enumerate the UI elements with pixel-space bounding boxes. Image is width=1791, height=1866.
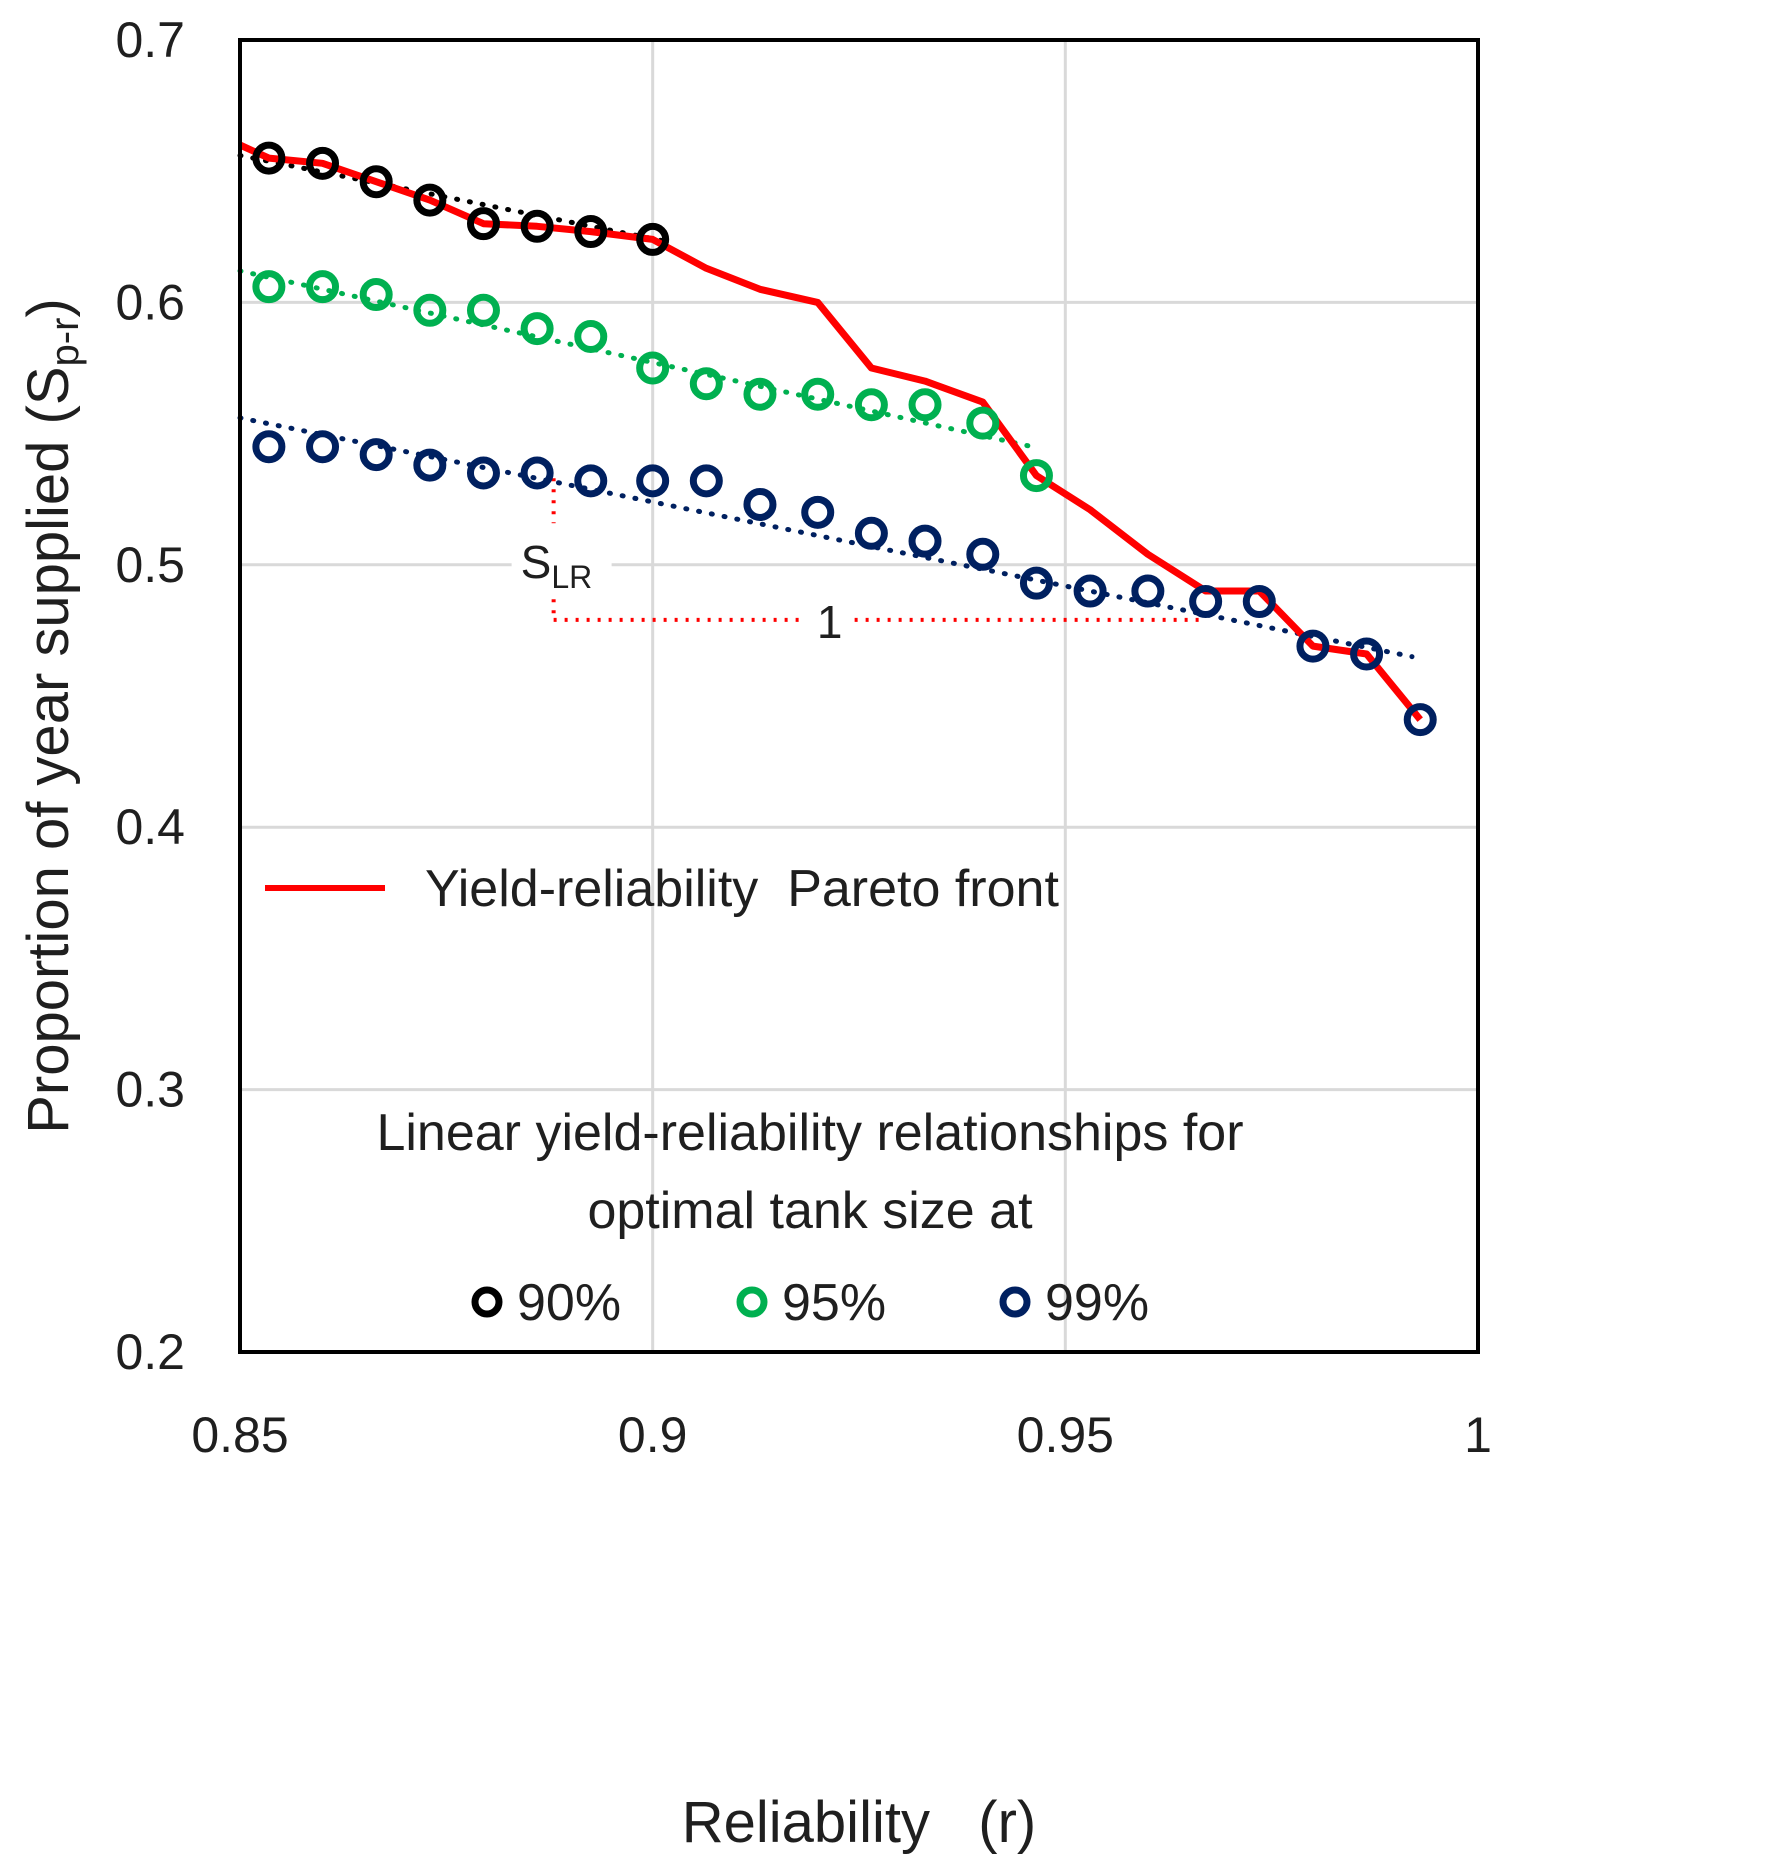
marker-99% [1131, 574, 1165, 608]
slope-label-sub: LR [551, 559, 592, 595]
marker-99% [1350, 637, 1384, 671]
marker-99% [520, 456, 554, 490]
marker-99% [1073, 574, 1107, 608]
data-markers [252, 141, 1437, 737]
marker-99% [252, 430, 286, 464]
y-axis-title-main: Proportion of year supplied (S [16, 366, 81, 1133]
marker-99% [801, 495, 835, 529]
marker-95% [252, 270, 286, 304]
marker-99% [413, 448, 447, 482]
slope-label-background [511, 523, 612, 594]
legend-marker-label: 95% [782, 1274, 886, 1332]
marker-95% [306, 270, 340, 304]
marker-90% [520, 209, 554, 243]
marker-99% [306, 430, 340, 464]
marker-95% [413, 293, 447, 327]
marker-95% [801, 377, 835, 411]
marker-95% [689, 367, 723, 401]
pareto-front-line [238, 141, 1423, 722]
y-tick-label: 0.4 [115, 799, 185, 855]
marker-99% [1296, 629, 1330, 663]
marker-95% [359, 278, 393, 312]
y-tick-label: 0.2 [115, 1324, 185, 1380]
marker-95% [520, 312, 554, 346]
marker-95% [1019, 459, 1053, 493]
run-label: 1 [817, 596, 843, 648]
marker-90% [413, 183, 447, 217]
marker-95% [574, 320, 608, 354]
marker-99% [636, 464, 670, 498]
marker-99% [1189, 585, 1223, 619]
marker-90% [252, 141, 286, 175]
legend-marker-99% [999, 1286, 1031, 1318]
legend-marker-label: 99% [1045, 1274, 1149, 1332]
legend-title-line-2: optimal tank size at [587, 1182, 1033, 1240]
marker-95% [854, 388, 888, 422]
marker-99% [1019, 566, 1053, 600]
pareto-front [238, 141, 1423, 722]
legend-marker-label: 90% [517, 1274, 621, 1332]
marker-99% [854, 516, 888, 550]
gridlines [240, 40, 1478, 1352]
legend-marker-90% [471, 1286, 503, 1318]
marker-90% [574, 215, 608, 249]
y-tick-label: 0.5 [115, 537, 185, 593]
marker-99% [466, 456, 500, 490]
y-axis-title: Proportion of year supplied (Sp-r) [16, 298, 87, 1134]
marker-90% [359, 165, 393, 199]
trendline-90% [237, 152, 672, 245]
marker-99% [574, 464, 608, 498]
legend: Yield-reliability Pareto front Linear yi… [265, 860, 1244, 1332]
marker-99% [966, 537, 1000, 571]
trendline-95% [237, 268, 1035, 450]
marker-95% [908, 388, 942, 422]
marker-99% [743, 487, 777, 521]
legend-marker-95% [736, 1286, 768, 1318]
marker-90% [466, 207, 500, 241]
y-axis-title-sub: p-r [43, 318, 87, 367]
marker-90% [306, 146, 340, 180]
y-axis-title-close: ) [16, 298, 81, 317]
marker-99% [1242, 585, 1276, 619]
legend-pareto-label: Yield-reliability Pareto front [425, 860, 1059, 918]
trendlines [237, 152, 1415, 660]
marker-99% [689, 464, 723, 498]
y-tick-label: 0.6 [115, 274, 185, 330]
marker-95% [466, 293, 500, 327]
x-tick-labels: 0.85 0.9 0.95 1 [191, 1407, 1492, 1463]
x-tick-label: 1 [1464, 1407, 1492, 1463]
marker-95% [966, 406, 1000, 440]
x-tick-label: 0.9 [618, 1407, 688, 1463]
legend-title-line-1: Linear yield-reliability relationships f… [376, 1104, 1243, 1162]
x-tick-label: 0.85 [191, 1407, 288, 1463]
y-tick-label: 0.3 [115, 1062, 185, 1118]
marker-90% [636, 222, 670, 256]
x-tick-label: 0.95 [1017, 1407, 1114, 1463]
y-tick-labels: 0.2 0.3 0.4 0.5 0.6 0.7 [115, 12, 185, 1380]
trendline-99% [237, 415, 1415, 660]
marker-95% [743, 377, 777, 411]
slope-label-main: S [521, 536, 552, 588]
legend-marker-entries: 90% 95% 99% [471, 1274, 1149, 1332]
marker-95% [636, 351, 670, 385]
marker-99% [908, 524, 942, 558]
y-tick-label: 0.7 [115, 12, 185, 68]
slope-label: SLR [521, 536, 593, 595]
marker-99% [1403, 703, 1437, 737]
slope-annotation: SLR 1 [511, 478, 1206, 648]
plot-area-border [238, 38, 1480, 1354]
marker-99% [359, 438, 393, 472]
x-axis-title: Reliability (r) [682, 1790, 1037, 1855]
